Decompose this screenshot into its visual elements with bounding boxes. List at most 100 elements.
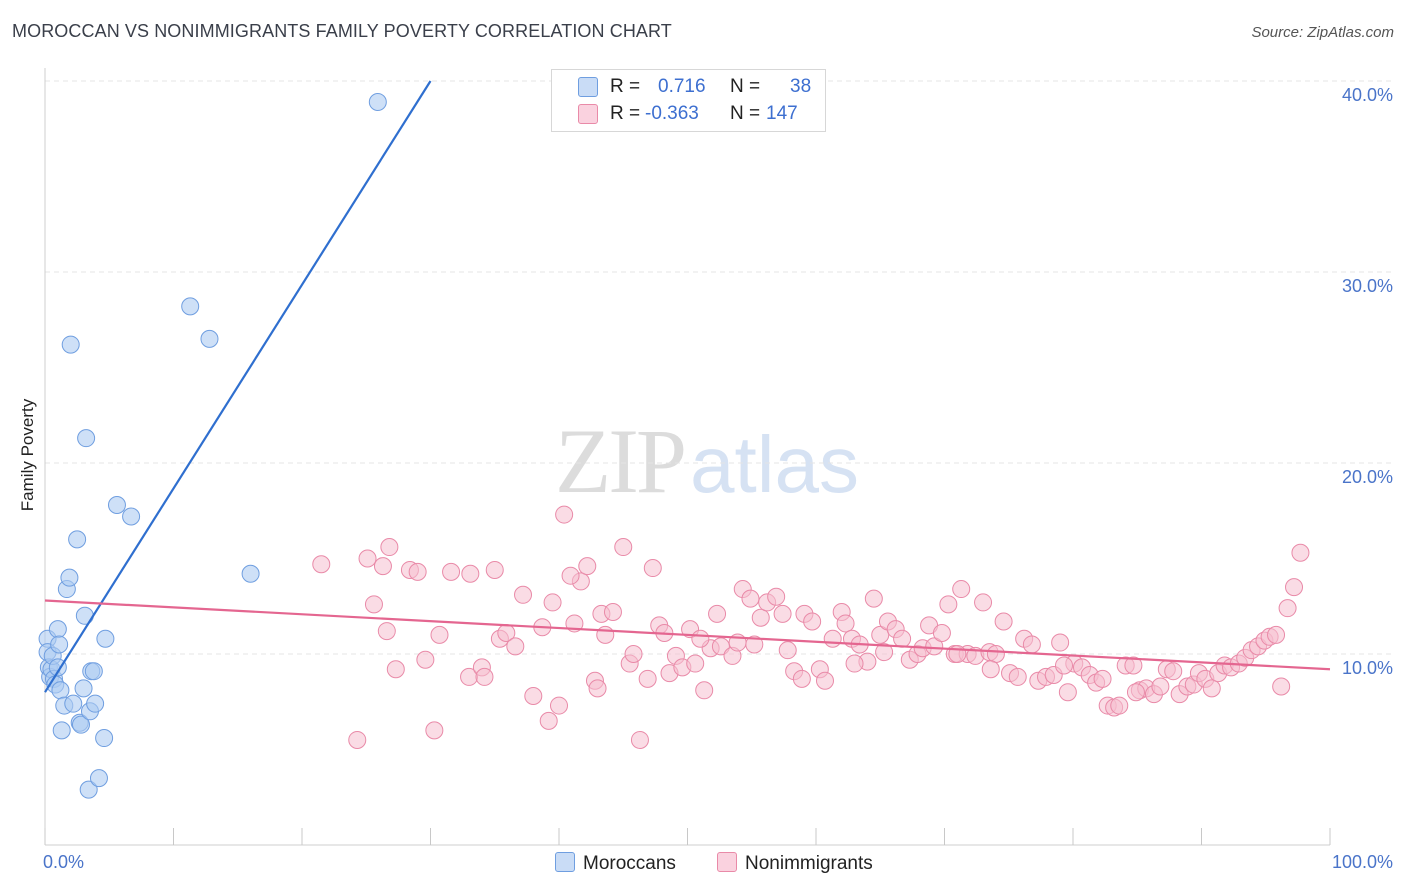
nonimmigrants-point (543, 593, 562, 612)
nonimmigrants-point (952, 580, 971, 599)
bottom-legend-nonimmigrants: Nonimmigrants (717, 852, 873, 875)
nonimmigrants-point (815, 671, 834, 690)
nonimmigrants-point (1008, 667, 1027, 686)
stats-legend: R = 0.716 N = 38 R = -0.363 N = 147 (551, 69, 826, 132)
watermark: ZIPatlas (555, 408, 859, 514)
x-tick-label-min: 0.0% (43, 852, 85, 872)
moroccans-point (96, 629, 115, 648)
nonimmigrants-point (1202, 679, 1221, 698)
nonimmigrants-point (408, 562, 427, 581)
watermark-zip: ZIP (555, 410, 687, 512)
moroccans-point (77, 429, 96, 448)
nonimmigrants-point (539, 711, 558, 730)
nonimmigrants-point (1124, 656, 1143, 675)
nonimmigrants-point (751, 608, 770, 627)
moroccans-point (60, 568, 79, 587)
nonimmigrants-point (630, 730, 649, 749)
moroccans-point (122, 507, 141, 526)
nonimmigrants-point (348, 730, 367, 749)
nonimmigrants-point (864, 589, 883, 608)
nonimmigrants-point (893, 629, 912, 648)
nonimmigrants-point (836, 614, 855, 633)
moroccans-point (75, 606, 94, 625)
n-label: N = (730, 76, 761, 97)
r-value-nonimmigrants: -0.363 (645, 103, 699, 124)
moroccans-legend-swatch (555, 852, 575, 872)
n-value-moroccans: 38 (790, 76, 812, 97)
nonimmigrants-point (364, 595, 383, 614)
nonimmigrants-point (981, 660, 1000, 679)
nonimmigrants-point (1126, 683, 1145, 702)
moroccans-point (50, 635, 69, 654)
nonimmigrants-point (461, 564, 480, 583)
nonimmigrants-point (1278, 599, 1297, 618)
nonimmigrants-point (1285, 578, 1304, 597)
y-axis-label: Family Poverty (18, 398, 37, 512)
moroccans-point (84, 662, 103, 681)
r-value-moroccans: 0.716 (658, 76, 706, 97)
chart-title: MOROCCAN VS NONIMMIGRANTS FAMILY POVERTY… (12, 21, 672, 41)
nonimmigrants-point (932, 623, 951, 642)
nonimmigrants-point (686, 654, 705, 673)
nonimmigrants-point (624, 645, 643, 663)
nonimmigrants-point (603, 602, 622, 621)
moroccans-point (51, 681, 70, 700)
nonimmigrants-point (643, 559, 662, 578)
nonimmigrants-point (745, 635, 764, 654)
moroccans-point (71, 715, 90, 734)
moroccans-point (64, 694, 83, 713)
nonimmigrants-point (524, 687, 543, 706)
nonimmigrants-legend-swatch (717, 852, 737, 872)
y-tick-label-10: 10.0% (1341, 658, 1393, 678)
nonimmigrants-point (425, 721, 444, 740)
nonimmigrants-point (1272, 677, 1291, 696)
nonimmigrants-point (430, 625, 449, 644)
nonimmigrants-point (823, 629, 842, 648)
nonimmigrants-point (778, 641, 797, 660)
n-value-nonimmigrants: 147 (766, 103, 798, 124)
nonimmigrants-point (695, 681, 714, 700)
nonimmigrants-point (377, 622, 396, 641)
source-label: Source: ZipAtlas.com (1251, 24, 1394, 41)
nonimmigrants-point (514, 585, 533, 604)
nonimmigrants-point (1267, 625, 1286, 644)
moroccans-point (241, 564, 260, 583)
nonimmigrants-point (475, 667, 494, 686)
moroccans-point (200, 329, 219, 348)
nonimmigrants-point (792, 669, 811, 688)
moroccans-point (181, 297, 200, 316)
nonimmigrants-point (555, 505, 574, 524)
nonimmigrants-point (380, 538, 399, 557)
nonimmigrants-point (1291, 543, 1310, 562)
nonimmigrants-point (506, 637, 525, 656)
x-tick-label-max: 100.0% (1331, 852, 1393, 872)
nonimmigrants-point (773, 604, 792, 623)
nonimmigrants-point (1093, 669, 1112, 688)
nonimmigrants-point (925, 637, 944, 656)
watermark-atlas: atlas (690, 420, 859, 509)
moroccans-point (86, 694, 105, 713)
moroccans-point (52, 721, 71, 740)
moroccans-point (79, 780, 98, 799)
nonimmigrants-point (550, 696, 568, 715)
nonimmigrants-point (373, 557, 392, 576)
nonimmigrants-points (312, 505, 1310, 749)
nonimmigrants-point (1058, 683, 1077, 702)
moroccans-point (89, 769, 108, 788)
moroccans-swatch (578, 77, 598, 97)
nonimmigrants-point (638, 669, 657, 688)
axes (44, 68, 1331, 846)
moroccans-point (61, 335, 80, 354)
nonimmigrants-point (1051, 633, 1070, 652)
nonimmigrants-swatch (578, 104, 598, 124)
moroccans-points (38, 93, 387, 799)
moroccans-point (95, 729, 114, 748)
moroccans-point (74, 679, 93, 698)
nonimmigrants-point (1164, 662, 1183, 681)
nonimmigrants-point (803, 612, 822, 631)
nonimmigrants-point (614, 538, 633, 557)
bottom-legend-moroccans: Moroccans (555, 852, 676, 875)
moroccans-point (107, 496, 126, 515)
nonimmigrants-point (358, 549, 377, 568)
nonimmigrants-point (986, 645, 1005, 663)
